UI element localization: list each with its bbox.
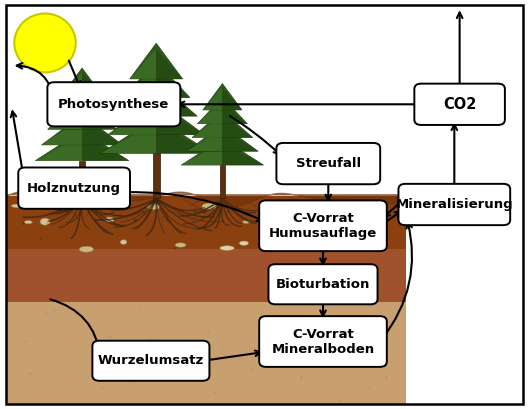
Polygon shape [187, 125, 258, 151]
Polygon shape [192, 115, 223, 137]
Polygon shape [36, 130, 129, 161]
Polygon shape [108, 99, 205, 135]
Text: C-Vorrat
Mineralboden: C-Vorrat Mineralboden [271, 328, 375, 355]
Polygon shape [82, 104, 117, 129]
Polygon shape [223, 101, 248, 124]
Polygon shape [82, 88, 110, 114]
Polygon shape [48, 104, 82, 129]
Ellipse shape [104, 217, 114, 222]
Polygon shape [203, 88, 223, 110]
FancyBboxPatch shape [259, 200, 387, 251]
Polygon shape [122, 62, 190, 98]
Polygon shape [41, 119, 82, 145]
Polygon shape [122, 67, 156, 98]
Bar [6, 196, 406, 254]
Bar [79, 161, 85, 198]
Ellipse shape [344, 221, 359, 224]
FancyBboxPatch shape [259, 316, 387, 367]
Ellipse shape [40, 218, 50, 225]
Polygon shape [48, 99, 117, 129]
Polygon shape [54, 83, 110, 114]
FancyBboxPatch shape [92, 341, 209, 381]
Ellipse shape [264, 220, 278, 224]
Polygon shape [41, 115, 122, 145]
FancyBboxPatch shape [277, 143, 380, 184]
Ellipse shape [243, 220, 249, 223]
Ellipse shape [120, 240, 127, 244]
Ellipse shape [147, 204, 160, 209]
Polygon shape [36, 135, 82, 161]
Polygon shape [187, 129, 223, 151]
Ellipse shape [14, 13, 76, 72]
Ellipse shape [11, 204, 25, 208]
Ellipse shape [202, 203, 216, 209]
Bar [219, 165, 225, 198]
FancyBboxPatch shape [414, 84, 505, 125]
Ellipse shape [175, 243, 186, 247]
Ellipse shape [304, 220, 320, 225]
Polygon shape [181, 143, 223, 165]
Polygon shape [156, 67, 190, 98]
Polygon shape [181, 139, 263, 165]
Polygon shape [192, 111, 253, 137]
Text: Streufall: Streufall [296, 157, 361, 170]
Ellipse shape [239, 241, 249, 245]
FancyBboxPatch shape [269, 264, 377, 304]
Polygon shape [223, 129, 258, 151]
Polygon shape [54, 88, 82, 114]
Text: Wurzelumsatz: Wurzelumsatz [98, 354, 204, 367]
Polygon shape [156, 123, 212, 153]
Polygon shape [223, 88, 242, 110]
Polygon shape [223, 115, 253, 137]
Polygon shape [130, 43, 183, 79]
Polygon shape [60, 68, 104, 98]
Polygon shape [115, 86, 156, 116]
Polygon shape [82, 119, 122, 145]
Ellipse shape [374, 211, 383, 215]
FancyBboxPatch shape [399, 184, 510, 225]
Polygon shape [82, 135, 129, 161]
Text: CO2: CO2 [443, 97, 476, 112]
Polygon shape [197, 97, 248, 124]
Ellipse shape [24, 220, 32, 224]
Polygon shape [156, 104, 205, 135]
FancyBboxPatch shape [18, 168, 130, 209]
Polygon shape [108, 104, 156, 135]
Ellipse shape [220, 246, 234, 250]
Polygon shape [130, 49, 156, 79]
Ellipse shape [80, 246, 93, 252]
Bar [6, 249, 406, 303]
Polygon shape [101, 118, 212, 153]
Polygon shape [197, 101, 223, 124]
Polygon shape [223, 143, 263, 165]
Polygon shape [156, 49, 183, 79]
Text: Bioturbation: Bioturbation [276, 278, 370, 291]
Polygon shape [156, 86, 197, 116]
Ellipse shape [322, 231, 331, 236]
Text: Mineralisierung: Mineralisierung [395, 198, 513, 211]
Ellipse shape [331, 227, 338, 231]
Polygon shape [101, 123, 156, 153]
Polygon shape [82, 72, 104, 98]
Bar [153, 153, 160, 198]
Text: Holznutzung: Holznutzung [27, 182, 121, 195]
Bar [6, 302, 406, 404]
Text: C-Vorrat
Humusauflage: C-Vorrat Humusauflage [269, 212, 377, 240]
Polygon shape [60, 72, 82, 98]
FancyBboxPatch shape [47, 82, 180, 126]
Text: Photosynthese: Photosynthese [58, 98, 170, 111]
Polygon shape [115, 80, 197, 116]
Polygon shape [203, 83, 242, 110]
